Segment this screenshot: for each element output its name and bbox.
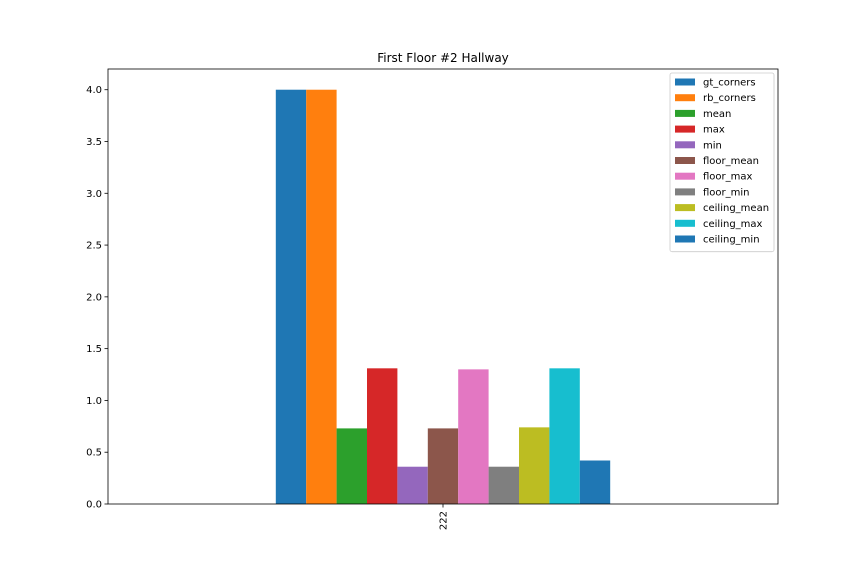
y-axis: 0.0 0.5 1.0 1.5 2.0 2.5 3.0 3.5 4.0 — [86, 85, 108, 511]
chart-title: First Floor #2 Hallway — [377, 51, 509, 65]
bars-layer — [275, 89, 611, 504]
legend-swatch — [675, 94, 695, 102]
bar-mean — [336, 428, 367, 504]
x-axis: 222 — [439, 504, 450, 530]
legend-swatch — [675, 204, 695, 212]
legend-label: floor_max — [703, 172, 753, 183]
legend-swatch — [675, 235, 695, 243]
y-tick-label: 3.0 — [86, 189, 102, 200]
bar-floor-max — [458, 369, 489, 504]
y-tick-label: 2.5 — [86, 241, 102, 252]
bar-max — [367, 368, 398, 504]
legend-label: floor_mean — [703, 156, 759, 167]
legend-label: ceiling_mean — [703, 203, 769, 214]
legend-label: floor_min — [703, 187, 750, 198]
bar-ceiling-mean — [519, 427, 550, 504]
legend-swatch — [675, 109, 695, 117]
legend-swatch — [675, 219, 695, 227]
bar-ceiling-min — [579, 460, 611, 504]
y-tick-label: 3.5 — [86, 137, 102, 148]
y-tick-label: 4.0 — [86, 85, 102, 96]
legend-label: gt_corners — [703, 78, 756, 89]
bar-gt-corners — [275, 89, 307, 504]
legend-swatch — [675, 125, 695, 133]
legend-label: min — [703, 140, 722, 151]
y-tick-label: 1.0 — [86, 396, 102, 407]
x-tick-label: 222 — [439, 511, 450, 530]
y-tick-label: 0.0 — [86, 500, 102, 511]
legend-label: max — [703, 125, 725, 136]
bar-floor-mean — [427, 428, 459, 504]
legend-label: ceiling_min — [703, 235, 760, 246]
legend-label: mean — [703, 109, 731, 120]
legend-swatch — [675, 141, 695, 149]
legend-swatch — [675, 172, 695, 180]
y-tick-label: 0.5 — [86, 448, 102, 459]
legend-swatch — [675, 78, 695, 86]
bar-ceiling-max — [549, 368, 580, 504]
legend-label: rb_corners — [703, 93, 756, 104]
legend-label: ceiling_max — [703, 219, 763, 230]
bar-floor-min — [488, 466, 519, 504]
legend-box — [669, 72, 775, 253]
legend-swatch — [675, 188, 695, 196]
bar-rb-corners — [306, 89, 337, 504]
y-tick-label: 1.5 — [86, 344, 102, 355]
bar-min — [397, 466, 428, 504]
legend-swatch — [675, 157, 695, 164]
y-tick-label: 2.0 — [86, 292, 102, 303]
